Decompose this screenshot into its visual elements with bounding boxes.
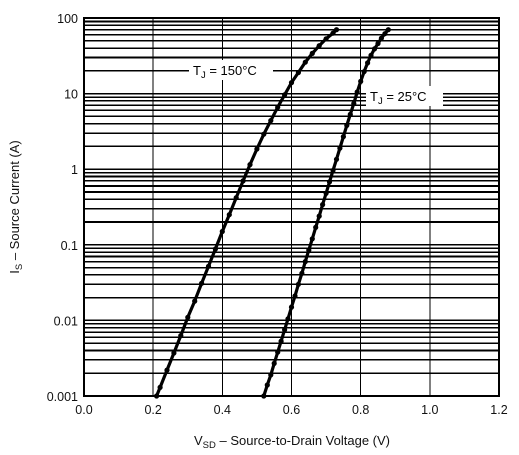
y-tick-label: 0.01 bbox=[54, 314, 78, 328]
series-0-point bbox=[275, 104, 281, 110]
series-0-point bbox=[185, 314, 191, 320]
series-line-0 bbox=[155, 28, 339, 398]
series-0-point bbox=[247, 162, 253, 168]
series-1-point bbox=[295, 281, 301, 287]
series-0-point bbox=[154, 393, 160, 399]
y-tick-label: 0.1 bbox=[61, 239, 78, 253]
y-axis-title: IS – Source Current (A) bbox=[7, 140, 25, 274]
tick-labels: 0.0 0.2 0.4 0.6 0.8 1.0 1.2 0.001 0.01 0.1 1 10 100 bbox=[47, 12, 508, 417]
x-tick-label: 0.4 bbox=[214, 403, 231, 417]
series-1-point bbox=[313, 224, 319, 230]
series-0-point bbox=[171, 350, 177, 356]
series-0-point bbox=[164, 367, 170, 373]
series-1-point bbox=[278, 338, 284, 344]
series-0-point bbox=[268, 118, 274, 124]
series-1-point bbox=[337, 145, 343, 151]
x-tick-label: 0.2 bbox=[144, 403, 161, 417]
curves bbox=[154, 27, 391, 399]
series-1-point bbox=[268, 372, 274, 378]
series-0-point bbox=[282, 92, 288, 98]
series-0-point bbox=[233, 195, 239, 201]
series-1-point bbox=[299, 270, 305, 276]
series-1-point bbox=[330, 167, 336, 174]
series-1-point bbox=[302, 259, 308, 265]
series-1-point bbox=[320, 202, 326, 208]
series-1-point bbox=[285, 316, 291, 322]
series-0-point bbox=[178, 333, 184, 339]
series-0-point bbox=[192, 298, 198, 304]
series-0-point bbox=[323, 36, 329, 42]
series-1-point bbox=[288, 304, 295, 310]
series-1-point bbox=[326, 179, 333, 185]
series-1-point bbox=[371, 46, 378, 52]
series-0-point bbox=[199, 280, 205, 286]
series-0-point bbox=[333, 27, 340, 33]
series-1-point bbox=[323, 190, 329, 196]
series-0-point bbox=[261, 131, 267, 137]
series-1-point bbox=[344, 122, 350, 128]
y-tick-label: 100 bbox=[57, 12, 78, 26]
svg-text:TJ = 150°C: TJ = 150°C bbox=[193, 63, 257, 81]
series-0-point bbox=[309, 50, 315, 57]
series-1-point bbox=[365, 60, 371, 66]
series-1-point bbox=[275, 349, 281, 355]
series-0-point bbox=[219, 228, 225, 235]
series-1-point bbox=[340, 134, 346, 140]
x-tick-label: 1.2 bbox=[490, 403, 507, 417]
series-1-point bbox=[264, 382, 270, 388]
series-1-point bbox=[347, 111, 353, 117]
series-0-point bbox=[330, 30, 336, 36]
series-1-point bbox=[368, 52, 374, 59]
series-1-point bbox=[282, 327, 288, 333]
series-1-point bbox=[292, 293, 298, 299]
series-1-point bbox=[385, 27, 391, 33]
series-0-point bbox=[295, 69, 301, 76]
series-1-point bbox=[375, 40, 381, 47]
series-0-point bbox=[212, 246, 218, 252]
series-1-point bbox=[354, 89, 360, 95]
series-1-point bbox=[309, 236, 315, 242]
series-0-point bbox=[240, 178, 246, 184]
series-label-150: TJ = 150°C bbox=[189, 60, 273, 81]
series-0-point bbox=[302, 59, 308, 65]
x-tick-label: 0.0 bbox=[75, 403, 92, 417]
series-1-point bbox=[382, 31, 388, 37]
series-1-point bbox=[271, 360, 277, 366]
series-0-point bbox=[254, 146, 260, 152]
series-0-point bbox=[226, 212, 232, 218]
x-tick-label: 1.0 bbox=[421, 403, 438, 417]
x-tick-label: 0.6 bbox=[283, 403, 300, 417]
series-1-point bbox=[333, 156, 340, 162]
grid bbox=[84, 18, 499, 396]
series-1-point bbox=[261, 393, 267, 399]
series-label-25: TJ = 25°C bbox=[366, 86, 443, 107]
y-tick-label: 0.001 bbox=[47, 390, 78, 404]
series-1-point bbox=[358, 78, 364, 84]
y-tick-label: 1 bbox=[71, 163, 78, 177]
series-0-point bbox=[288, 80, 295, 86]
series-1-point bbox=[361, 69, 367, 75]
series-1-point bbox=[306, 247, 312, 253]
x-axis-title: VSD – Source-to-Drain Voltage (V) bbox=[194, 433, 390, 451]
x-tick-label: 0.8 bbox=[352, 403, 369, 417]
svg-text:TJ = 25°C: TJ = 25°C bbox=[370, 89, 427, 107]
series-0-point bbox=[316, 43, 322, 49]
series-0-point bbox=[157, 384, 163, 390]
series-1-point bbox=[378, 35, 384, 41]
series-0-point bbox=[205, 263, 212, 269]
y-tick-label: 10 bbox=[64, 88, 78, 102]
series-1-point bbox=[316, 213, 322, 219]
plot-frame bbox=[83, 17, 500, 397]
series-1-point bbox=[351, 100, 357, 107]
